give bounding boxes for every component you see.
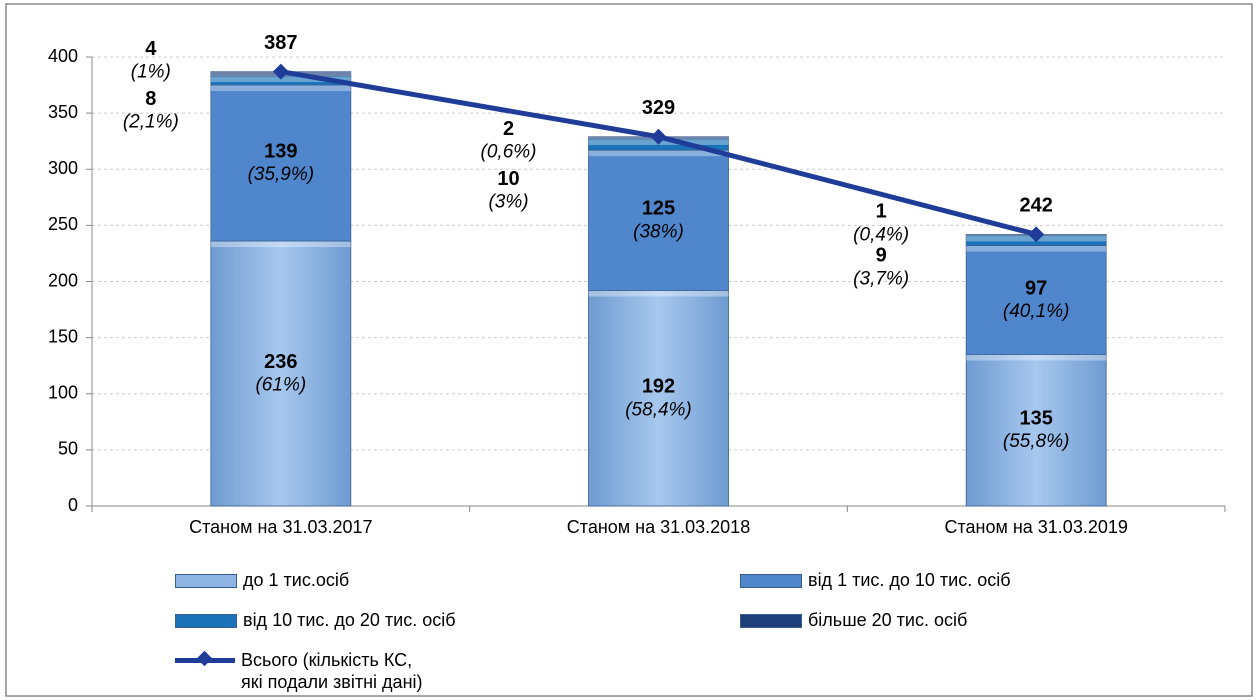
value-label: 125 (642, 198, 675, 220)
share-label: (0,4%) (853, 224, 909, 245)
legend-label: Всього (кількість КС, які подали звітні … (241, 650, 423, 692)
value-label: 2 (503, 118, 514, 140)
legend-item: більше 20 тис. осіб (740, 609, 967, 631)
total-marker (1028, 226, 1045, 243)
share-label: (58,4%) (625, 399, 692, 420)
share-label: (35,9%) (248, 164, 315, 185)
bar-highlight (588, 290, 729, 297)
x-tick-label: Станом на 31.03.2018 (567, 517, 750, 537)
total-label: 242 (1019, 195, 1052, 217)
share-label: (3%) (488, 192, 528, 213)
legend-swatch (175, 650, 235, 667)
share-label: (0,6%) (481, 142, 537, 163)
value-label: 236 (264, 351, 297, 373)
legend-swatch (175, 574, 237, 588)
share-label: (55,8%) (1003, 431, 1070, 452)
share-label: (38%) (633, 221, 684, 242)
value-label: 97 (1025, 277, 1047, 299)
value-label: 4 (145, 38, 157, 60)
share-label: (3,7%) (853, 268, 909, 289)
total-marker (650, 128, 667, 145)
value-label: 8 (145, 88, 156, 110)
frame (5, 3, 1253, 697)
x-tick-label: Станом на 31.03.2017 (189, 517, 372, 537)
share-label: (1%) (131, 62, 171, 83)
bar-highlight (210, 85, 351, 92)
y-tick-label: 50 (58, 439, 78, 459)
value-label: 139 (264, 140, 297, 162)
y-tick-label: 350 (48, 102, 78, 122)
y-tick-label: 400 (48, 46, 78, 66)
y-tick-label: 0 (68, 495, 78, 515)
legend-item: Всього (кількість КС, які подали звітні … (175, 649, 423, 693)
value-label: 1 (876, 201, 887, 223)
value-label: 10 (497, 168, 519, 190)
share-label: (40,1%) (1003, 301, 1070, 322)
legend-item: до 1 тис.осіб (175, 569, 349, 591)
y-tick-label: 150 (48, 326, 78, 346)
legend-label: від 1 тис. до 10 тис. осіб (808, 570, 1011, 590)
value-label: 9 (876, 245, 887, 267)
bar-segment (210, 240, 352, 507)
legend-item: від 1 тис. до 10 тис. осіб (740, 569, 1011, 591)
bar-segment (965, 245, 1107, 355)
value-label: 192 (642, 376, 675, 398)
legend-marker (196, 650, 213, 667)
bar-highlight (588, 150, 729, 157)
bar-segment (210, 84, 352, 242)
bar-highlight (210, 241, 351, 248)
legend-swatch (740, 614, 802, 628)
share-label: (2,1%) (123, 112, 179, 133)
y-tick-label: 300 (48, 158, 78, 178)
legend-swatch (175, 614, 237, 628)
value-label: 135 (1019, 408, 1052, 430)
legend-label: від 10 тис. до 20 тис. осіб (243, 610, 456, 630)
legend-item: від 10 тис. до 20 тис. осіб (175, 609, 456, 631)
bar-highlight (966, 245, 1107, 252)
bar-segment (588, 290, 729, 507)
legend-label: більше 20 тис. осіб (808, 610, 968, 630)
legend-label: до 1 тис.осіб (243, 570, 350, 590)
bar-highlight (966, 354, 1107, 361)
x-tick-label: Станом на 31.03.2019 (944, 517, 1127, 537)
y-tick-label: 100 (48, 383, 78, 403)
y-tick-label: 200 (48, 270, 78, 290)
share-label: (61%) (255, 375, 306, 396)
total-label: 329 (642, 97, 675, 119)
y-tick-label: 250 (48, 214, 78, 234)
total-label: 387 (264, 32, 297, 54)
bar-segment (965, 354, 1107, 507)
bar-segment (588, 149, 729, 291)
total-marker (272, 63, 289, 80)
legend-swatch (740, 574, 802, 588)
